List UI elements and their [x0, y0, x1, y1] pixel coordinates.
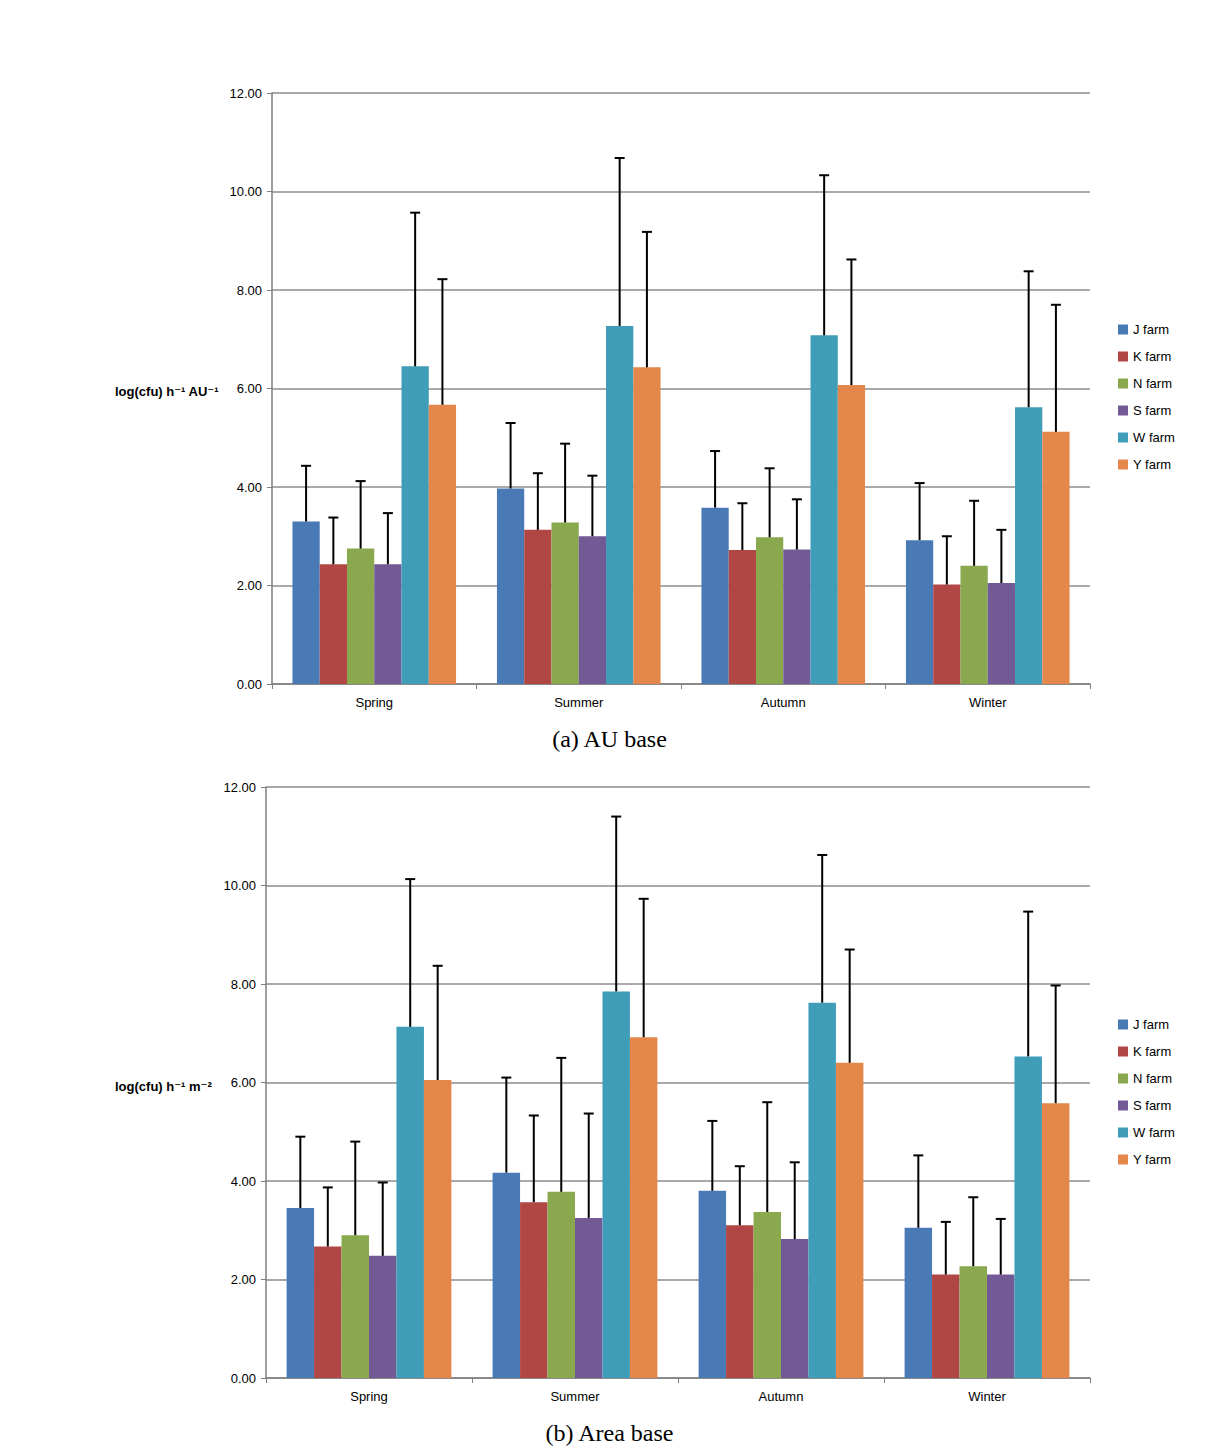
- svg-text:0.00: 0.00: [231, 1371, 256, 1386]
- svg-text:J farm: J farm: [1133, 322, 1169, 337]
- svg-text:log(cfu) h⁻¹ AU⁻¹: log(cfu) h⁻¹ AU⁻¹: [115, 384, 219, 399]
- svg-text:Spring: Spring: [350, 1389, 388, 1404]
- svg-text:W farm: W farm: [1133, 430, 1175, 445]
- svg-text:S farm: S farm: [1133, 1098, 1171, 1113]
- svg-text:8.00: 8.00: [231, 977, 256, 992]
- svg-text:12.00: 12.00: [229, 86, 262, 101]
- svg-text:Autumn: Autumn: [759, 1389, 804, 1404]
- svg-text:Winter: Winter: [968, 1389, 1006, 1404]
- svg-text:K farm: K farm: [1133, 349, 1171, 364]
- svg-text:0.00: 0.00: [237, 677, 262, 692]
- svg-text:K farm: K farm: [1133, 1044, 1171, 1059]
- svg-text:6.00: 6.00: [237, 381, 262, 396]
- svg-text:W farm: W farm: [1133, 1125, 1175, 1140]
- svg-text:N farm: N farm: [1133, 376, 1172, 391]
- svg-text:6.00: 6.00: [231, 1075, 256, 1090]
- svg-text:8.00: 8.00: [237, 283, 262, 298]
- svg-text:S farm: S farm: [1133, 403, 1171, 418]
- svg-text:(b) Area base: (b) Area base: [546, 1420, 674, 1446]
- svg-text:10.00: 10.00: [229, 184, 262, 199]
- svg-text:(a) AU base: (a) AU base: [552, 726, 667, 752]
- svg-text:4.00: 4.00: [231, 1174, 256, 1189]
- svg-text:2.00: 2.00: [231, 1272, 256, 1287]
- svg-text:10.00: 10.00: [223, 878, 256, 893]
- svg-text:log(cfu) h⁻¹ m⁻²: log(cfu) h⁻¹ m⁻²: [115, 1079, 212, 1094]
- svg-text:N farm: N farm: [1133, 1071, 1172, 1086]
- svg-text:Autumn: Autumn: [761, 695, 806, 710]
- svg-text:Summer: Summer: [554, 695, 604, 710]
- svg-text:2.00: 2.00: [237, 578, 262, 593]
- svg-text:12.00: 12.00: [223, 780, 256, 795]
- svg-text:J farm: J farm: [1133, 1017, 1169, 1032]
- svg-text:4.00: 4.00: [237, 480, 262, 495]
- svg-text:Y farm: Y farm: [1133, 1152, 1171, 1167]
- svg-text:Winter: Winter: [969, 695, 1007, 710]
- svg-text:Spring: Spring: [355, 695, 393, 710]
- svg-text:Summer: Summer: [550, 1389, 600, 1404]
- svg-text:Y farm: Y farm: [1133, 457, 1171, 472]
